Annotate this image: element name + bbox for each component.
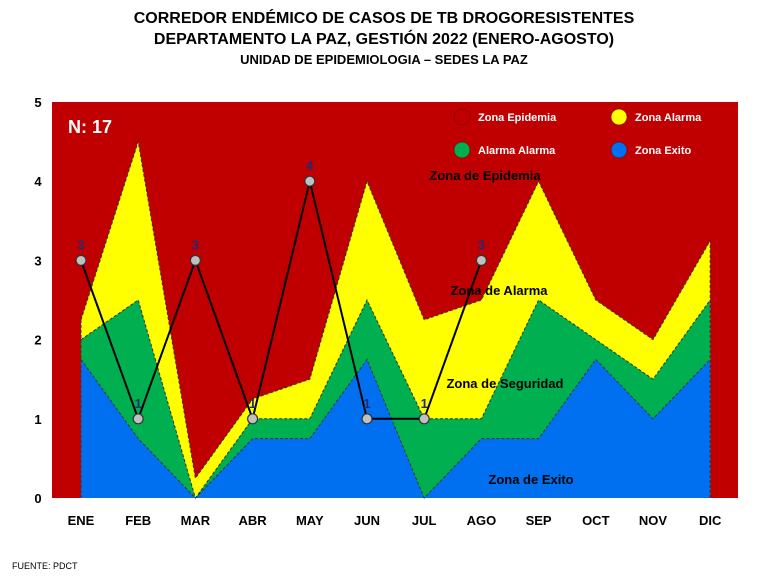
legend-marker <box>453 141 471 159</box>
cases-point <box>361 413 373 425</box>
chart-subtitle: UNIDAD DE EPIDEMIOLOGIA – SEDES LA PAZ <box>240 52 528 67</box>
legend-marker <box>453 108 471 126</box>
chart-title-line-2: DEPARTAMENTO LA PAZ, GESTIÓN 2022 (ENERO… <box>153 31 615 48</box>
cases-point <box>247 413 259 425</box>
x-tick-label: MAR <box>181 513 211 528</box>
legend-label: Zona Alarma <box>635 112 702 124</box>
y-tick-label: 0 <box>34 491 41 506</box>
y-tick-label: 3 <box>34 253 41 268</box>
x-tick-label: DIC <box>699 513 722 528</box>
zone-label: Zona de Epidemia <box>429 168 541 183</box>
zone-label: Zona de Alarma <box>450 283 548 298</box>
x-tick-label: NOV <box>639 513 668 528</box>
zone-label: Zona de Exito <box>488 472 573 487</box>
cases-point <box>132 413 144 425</box>
zone-label: Zona de Seguridad <box>446 376 563 391</box>
cases-point <box>189 254 201 266</box>
x-tick-label: FEB <box>125 513 151 528</box>
x-tick-label: ENE <box>68 513 95 528</box>
cases-point <box>418 413 430 425</box>
cases-data-label: 1 <box>249 396 256 411</box>
y-tick-label: 4 <box>34 174 42 189</box>
chart-title-line-1: CORREDOR ENDÉMICO DE CASOS DE TB DROGORE… <box>133 10 635 27</box>
legend-marker <box>610 108 628 126</box>
cases-data-label: 3 <box>77 237 84 252</box>
x-tick-label: AGO <box>467 513 497 528</box>
cases-point <box>75 254 87 266</box>
x-tick-label: OCT <box>582 513 610 528</box>
legend-marker <box>610 141 628 159</box>
seguridad-boundary <box>80 298 711 500</box>
cases-point <box>304 175 316 187</box>
alarma-boundary <box>80 141 711 480</box>
x-tick-label: JUN <box>354 513 380 528</box>
y-tick-label: 1 <box>34 412 41 427</box>
cases-line <box>80 180 483 423</box>
x-tick-label: JUL <box>412 513 437 528</box>
cases-data-label: 1 <box>363 396 370 411</box>
legend-label: Alarma Alarma <box>478 145 556 157</box>
cases-data-label: 3 <box>478 237 485 252</box>
y-tick-label: 5 <box>34 95 41 110</box>
cases-data-label: 1 <box>421 396 428 411</box>
x-tick-label: SEP <box>526 513 552 528</box>
y-tick-label: 2 <box>34 333 41 348</box>
cases-point <box>475 254 487 266</box>
source-note: FUENTE: PDCT <box>12 561 78 571</box>
cases-data-label: 1 <box>135 396 142 411</box>
x-tick-label: MAY <box>296 513 324 528</box>
legend-label: Zona Epidemia <box>478 112 557 124</box>
legend-label: Zona Exito <box>635 145 692 157</box>
sample-size-label: N: 17 <box>68 117 112 137</box>
exito-boundary <box>80 358 711 499</box>
x-tick-label: ABR <box>239 513 268 528</box>
cases-data-label: 4 <box>306 158 314 173</box>
cases-data-label: 3 <box>192 237 199 252</box>
